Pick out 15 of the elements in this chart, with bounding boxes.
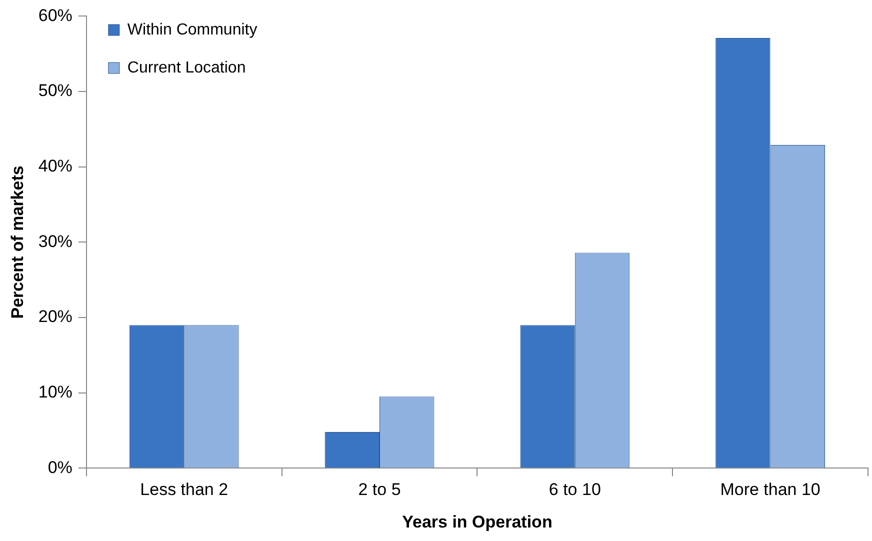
y-tick-label: 30%: [38, 232, 72, 251]
y-tick-label: 10%: [38, 382, 72, 402]
legend-label: Current Location: [127, 59, 246, 76]
x-tick-label: More than 10: [720, 480, 820, 500]
x-tick-label: 2 to 5: [358, 480, 401, 500]
y-axis-title: Percent of markets: [8, 166, 27, 319]
y-tick-label: 50%: [38, 81, 72, 100]
y-tick-label: 20%: [38, 307, 72, 326]
y-tick-label: 40%: [38, 156, 72, 176]
y-tick-label: 0%: [48, 458, 72, 477]
x-tick-label: Less than 2: [140, 480, 228, 500]
x-axis-title: Years in Operation: [402, 512, 552, 532]
x-tick-label: 6 to 10: [548, 480, 601, 500]
y-tick-label: 60%: [38, 6, 72, 25]
legend-label: Within Community: [127, 21, 258, 38]
